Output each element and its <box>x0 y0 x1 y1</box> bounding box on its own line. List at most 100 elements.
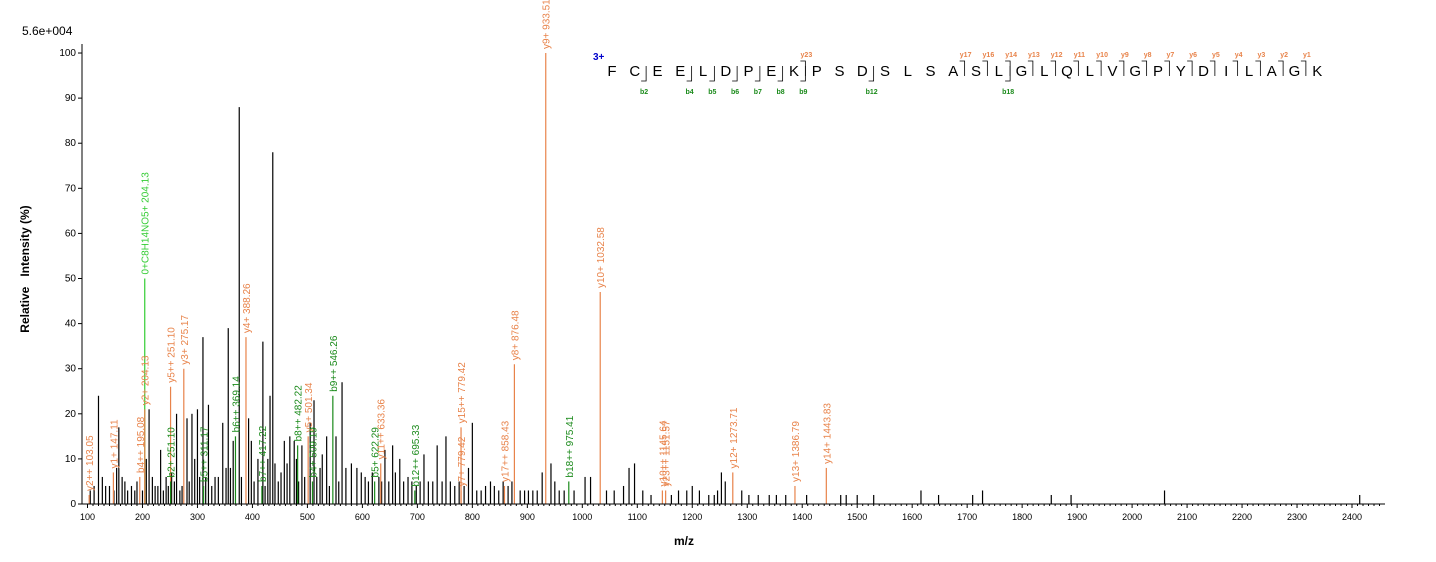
peak-label: y13+ 1386.79 <box>791 421 802 482</box>
axes <box>81 44 1385 505</box>
y-ion-mark: y2 <box>1280 52 1288 59</box>
sequence-residue: K <box>789 63 799 80</box>
x-tick-label: 2100 <box>1177 512 1197 522</box>
peak-label: b4++ 195.08 <box>136 416 147 473</box>
peak-label: y11++ 633.36 <box>377 399 388 460</box>
sequence-residue: L <box>995 63 1003 80</box>
x-tick-label: 2300 <box>1287 512 1307 522</box>
y-axis-label: Relative Intensity (%) <box>18 205 32 332</box>
y-ion-mark: y23 <box>801 52 813 59</box>
b-ion-bracket <box>1005 66 1011 82</box>
peak-label: y1+ 147.11 <box>109 419 120 468</box>
y-ion-bracket <box>1164 60 1170 76</box>
peak-labels: y2++ 103.05 y1+ 147.11 b4++ 195.08 0+C8H14N… <box>85 0 833 491</box>
x-tick-label: 2000 <box>1122 512 1142 522</box>
peak-label: y12+ 1273.71 <box>729 407 740 468</box>
y-tick-label: 70 <box>65 183 77 194</box>
x-tick-label: 1900 <box>1067 512 1087 522</box>
x-ticks: 100 200 300 400 500 600 700 800 900 1000 1100 1200 1… <box>80 504 1381 522</box>
x-tick-label: 1800 <box>1012 512 1032 522</box>
y-ion-mark: y8 <box>1144 52 1152 59</box>
y-ion-mark: y4 <box>1235 52 1243 59</box>
peak-label: y15++ 779.42 <box>457 362 468 424</box>
peak-label: 0+C8H14NO5+ 204.13 <box>141 172 152 275</box>
sequence-residue: Q <box>1061 63 1073 80</box>
peak-label: y14+ 1443.83 <box>822 403 833 464</box>
y-ion-mark: y7 <box>1166 52 1174 59</box>
peak-label: b5++ 311.17 <box>200 426 211 482</box>
sequence-residue: L <box>1086 63 1094 80</box>
y-ion-mark: y6 <box>1189 52 1197 59</box>
b-ion-bracket <box>732 66 738 82</box>
peak-label: b8++ 482.22 <box>294 385 305 442</box>
b-ion-mark: b12 <box>866 89 878 96</box>
sequence-residue: P <box>1153 63 1163 80</box>
peak-label: y10+ 1032.58 <box>596 227 607 288</box>
y-tick-label: 40 <box>65 319 77 330</box>
peak-label: b2+ 251.10 <box>167 427 178 478</box>
y-ion-mark: y16 <box>983 52 995 59</box>
peak-label: y7+ 779.42 <box>457 436 468 486</box>
sequence-residue: S <box>971 63 981 80</box>
y-ion-bracket <box>1050 60 1057 76</box>
peak-label: y2+ 204.13 <box>141 355 152 405</box>
y-ion-bracket <box>982 60 988 76</box>
x-tick-label: 1200 <box>682 512 702 522</box>
y-ion-bracket <box>1141 60 1148 76</box>
y-tick-label: 10 <box>65 454 77 465</box>
y-ion-mark: y1 <box>1303 52 1311 59</box>
y-ion-mark: y13 <box>1028 52 1040 59</box>
sequence-residue: S <box>834 63 844 80</box>
sequence-residue: A <box>1267 63 1277 80</box>
y-tick-label: 100 <box>59 48 76 59</box>
x-tick-label: 1100 <box>628 512 647 522</box>
y-ion-bracket <box>800 60 806 76</box>
b-ion-bracket <box>868 66 875 82</box>
sequence-residue: I <box>1224 63 1228 80</box>
b-ion-bracket <box>686 66 693 82</box>
x-tick-label: 1500 <box>847 512 867 522</box>
sequence-residue: G <box>1016 63 1028 80</box>
peak-label: b18++ 975.41 <box>565 415 576 477</box>
peak-label: y10++ 1145.64 <box>658 420 669 486</box>
b-ion-bracket <box>641 66 647 82</box>
x-tick-label: 1700 <box>957 512 977 522</box>
y-tick-label: 60 <box>65 228 77 239</box>
y-ion-bracket <box>1027 60 1034 76</box>
x-tick-label: 600 <box>355 512 370 522</box>
x-tick-label: 2200 <box>1232 512 1252 522</box>
y-ion-bracket <box>1278 60 1284 76</box>
y-ion-mark: y12 <box>1051 52 1063 59</box>
peak-label: b6++ 369.14 <box>231 376 242 433</box>
peak-label: b5+ 622.29 <box>371 427 382 478</box>
x-tick-label: 700 <box>410 512 425 522</box>
y-ion-bracket <box>959 60 966 76</box>
x-tick-label: 200 <box>135 512 150 522</box>
y-ion-mark: y11 <box>1074 52 1085 59</box>
x-tick-label: 300 <box>190 512 205 522</box>
sequence-residue: Y <box>1176 63 1186 80</box>
y-ion-bracket <box>1073 60 1079 76</box>
peak-label: b4+ 509.19 <box>308 427 319 478</box>
sequence-residue: P <box>812 63 822 80</box>
max-intensity-label: 5.6e+004 <box>22 24 73 38</box>
peak-label: b9++ 546.26 <box>329 335 340 392</box>
peak-label: y23++ 1151.57 <box>662 420 673 486</box>
x-tick-label: 1400 <box>792 512 812 522</box>
y-ion-mark: y14 <box>1005 52 1017 59</box>
b-ion-bracket <box>754 66 761 82</box>
sequence-residue: L <box>699 63 707 80</box>
sequence-residue: K <box>1312 63 1322 80</box>
peak-label: b12++ 695.33 <box>411 424 422 486</box>
x-tick-label: 100 <box>80 512 95 522</box>
y-ion-mark: y17 <box>960 52 972 59</box>
y-ion-bracket <box>1300 60 1307 76</box>
x-tick-label: 2400 <box>1342 512 1362 522</box>
y-ion-mark: y9 <box>1121 52 1129 59</box>
y-tick-label: 80 <box>65 138 77 149</box>
sequence-residue: S <box>925 63 935 80</box>
x-tick-label: 1300 <box>737 512 757 522</box>
y-tick-label: 50 <box>65 274 77 285</box>
x-axis-label: m/z <box>674 534 694 548</box>
